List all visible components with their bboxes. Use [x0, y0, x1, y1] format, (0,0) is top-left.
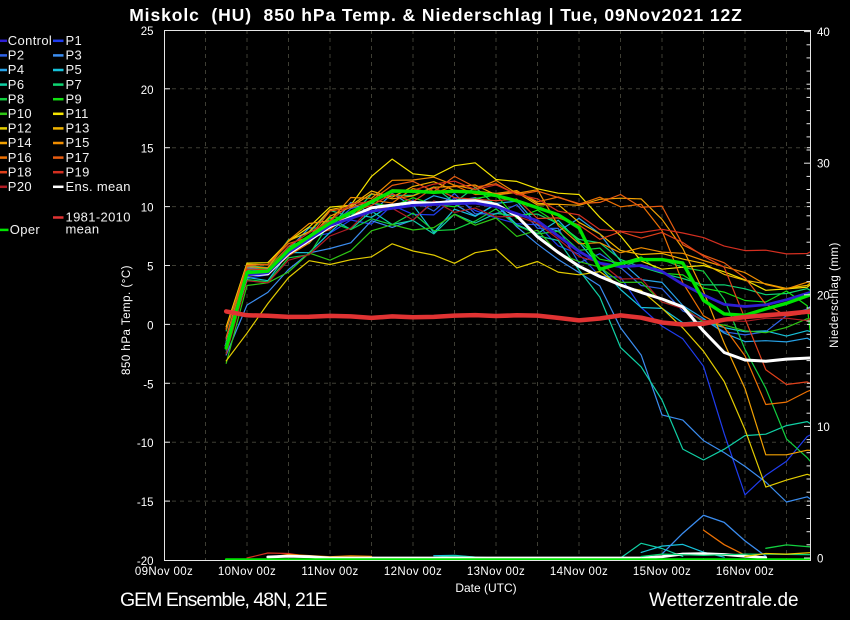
svg-text:14Nov 00z: 14Nov 00z — [550, 566, 608, 578]
svg-text:15: 15 — [141, 144, 154, 156]
svg-text:P7: P7 — [66, 77, 83, 92]
svg-text:P17: P17 — [66, 150, 90, 165]
svg-text:0: 0 — [147, 320, 153, 332]
svg-text:Wetterzentrale.de: Wetterzentrale.de — [649, 590, 799, 611]
svg-text:25: 25 — [141, 26, 154, 38]
svg-text:P15: P15 — [66, 135, 90, 150]
svg-text:5: 5 — [147, 262, 153, 274]
svg-text:20: 20 — [817, 290, 830, 302]
svg-text:mean: mean — [66, 222, 100, 237]
svg-text:P19: P19 — [66, 164, 90, 179]
svg-text:P8: P8 — [8, 91, 25, 106]
svg-text:P20: P20 — [8, 179, 32, 194]
svg-text:Date (UTC): Date (UTC) — [455, 581, 516, 595]
svg-text:-10: -10 — [137, 438, 154, 450]
svg-text:GEM Ensemble, 48N, 21E: GEM Ensemble, 48N, 21E — [120, 589, 328, 611]
svg-text:P1: P1 — [66, 33, 83, 48]
svg-text:Control: Control — [8, 33, 52, 48]
svg-text:P2: P2 — [8, 48, 25, 63]
svg-text:09Nov 00z: 09Nov 00z — [135, 566, 193, 578]
svg-text:Niederschlag (mm): Niederschlag (mm) — [829, 242, 841, 348]
svg-text:P13: P13 — [66, 121, 90, 136]
svg-text:P12: P12 — [8, 121, 32, 136]
svg-text:0: 0 — [817, 554, 823, 566]
svg-text:P16: P16 — [8, 150, 32, 165]
svg-text:-5: -5 — [143, 379, 153, 391]
svg-text:40: 40 — [817, 27, 830, 39]
svg-text:-15: -15 — [137, 497, 154, 509]
svg-text:Ens. mean: Ens. mean — [66, 179, 131, 194]
svg-text:P6: P6 — [8, 77, 25, 92]
svg-text:P9: P9 — [66, 91, 83, 106]
svg-text:850 hPa Temp. (°C): 850 hPa Temp. (°C) — [121, 265, 133, 375]
svg-text:P5: P5 — [66, 62, 83, 77]
svg-text:11Nov 00z: 11Nov 00z — [301, 566, 358, 578]
svg-text:10Nov 00z: 10Nov 00z — [218, 566, 276, 578]
svg-text:P18: P18 — [8, 164, 32, 179]
svg-text:P3: P3 — [66, 48, 83, 63]
svg-text:13Nov 00z: 13Nov 00z — [467, 566, 525, 578]
svg-text:Oper: Oper — [10, 222, 41, 237]
svg-text:10: 10 — [817, 422, 830, 434]
svg-text:30: 30 — [817, 159, 830, 171]
svg-text:15Nov 00z: 15Nov 00z — [633, 566, 691, 578]
svg-text:1981-2010: 1981-2010 — [66, 210, 131, 225]
svg-text:Miskolc (HU) 850 hPa Temp. &: Miskolc (HU) 850 hPa Temp. & Niederschla… — [129, 5, 743, 25]
svg-text:12Nov 00z: 12Nov 00z — [384, 566, 442, 578]
svg-text:P14: P14 — [8, 135, 32, 150]
svg-text:P11: P11 — [66, 106, 89, 121]
svg-text:20: 20 — [141, 85, 154, 97]
svg-text:P4: P4 — [8, 62, 25, 77]
svg-text:P10: P10 — [8, 106, 32, 121]
svg-text:16Nov 00z: 16Nov 00z — [716, 566, 774, 578]
svg-text:10: 10 — [141, 203, 154, 215]
svg-text:-20: -20 — [137, 556, 154, 568]
